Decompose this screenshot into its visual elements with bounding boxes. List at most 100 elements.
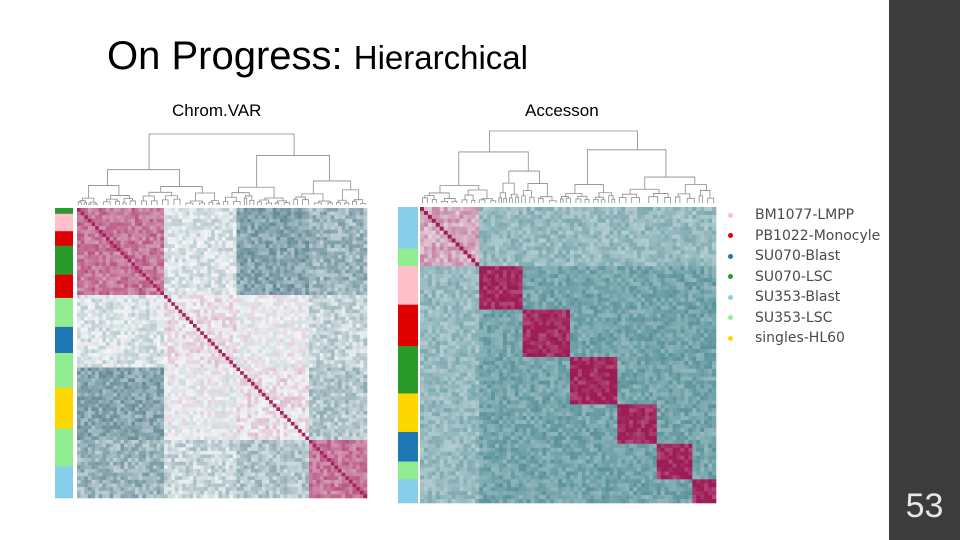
heatmap-cell [236, 371, 241, 376]
heatmap-cell [153, 313, 158, 318]
heatmap-cell [84, 382, 89, 386]
heatmap-cell [160, 367, 165, 372]
heatmap-cell [203, 298, 208, 303]
heatmap-cell [348, 349, 353, 354]
heatmap-cell [138, 327, 143, 332]
heatmap-cell [124, 298, 129, 303]
heatmap-cell [124, 211, 129, 216]
heatmap-cell [149, 211, 154, 216]
heatmap-cell [232, 324, 237, 328]
heatmap-cell [149, 280, 154, 285]
heatmap-cell [84, 298, 89, 303]
heatmap-cell [167, 421, 172, 426]
heatmap-cell [334, 237, 339, 241]
heatmap-cell [185, 371, 190, 376]
heatmap-cell [341, 229, 346, 234]
heatmap-cell [178, 226, 183, 231]
heatmap-cell [254, 273, 259, 278]
heatmap-cell [171, 244, 176, 249]
heatmap-cell [214, 313, 219, 318]
heatmap-cell [142, 244, 147, 249]
heatmap-cell [80, 266, 85, 270]
heatmap-cell [138, 349, 143, 354]
heatmap-cell [258, 313, 263, 318]
heatmap-cell [87, 363, 92, 368]
heatmap-cell [218, 327, 223, 332]
heatmap-cell [102, 389, 107, 394]
heatmap-cell [309, 247, 313, 252]
heatmap-cell [178, 302, 183, 307]
heatmap-cell [276, 338, 281, 343]
heatmap-cell [145, 349, 150, 354]
heatmap-cell [182, 211, 187, 216]
heatmap-cell [330, 284, 335, 289]
heatmap-cell [98, 342, 103, 347]
heatmap-cell [189, 208, 194, 212]
heatmap-cell [345, 334, 350, 339]
heatmap-cell [200, 320, 205, 325]
heatmap-cell [127, 389, 132, 394]
heatmap-cell [222, 262, 226, 267]
heatmap-cell [196, 411, 201, 415]
heatmap-cell [127, 240, 132, 245]
heatmap-cell [272, 233, 277, 238]
heatmap-cell [109, 421, 114, 426]
heatmap-cell [330, 360, 335, 365]
heatmap-cell [113, 360, 118, 365]
heatmap-cell [189, 353, 194, 357]
heatmap-cell [95, 255, 100, 260]
heatmap-cell [258, 356, 263, 361]
dendrogram-link [257, 201, 262, 203]
heatmap-cell [149, 247, 154, 252]
heatmap-cell [203, 356, 208, 361]
heatmap-cell [352, 353, 357, 357]
heatmap-cell [298, 382, 303, 386]
heatmap-cell [87, 367, 92, 372]
heatmap-cell [232, 411, 237, 415]
heatmap-cell [229, 338, 234, 343]
heatmap-cell [363, 215, 368, 220]
heatmap-cell [218, 255, 223, 260]
heatmap-cell [236, 258, 241, 263]
heatmap-cell [98, 215, 103, 220]
heatmap-cell [236, 255, 241, 260]
heatmap-cell [160, 403, 165, 408]
heatmap-cell [174, 418, 179, 423]
heatmap-cell [142, 382, 147, 386]
heatmap-cell [352, 403, 357, 408]
heatmap-cell [352, 349, 357, 354]
heatmap-cell [95, 342, 100, 347]
heatmap-cell [193, 414, 197, 419]
heatmap-cell [269, 331, 274, 336]
heatmap-cell [265, 421, 270, 426]
heatmap-cell [272, 313, 277, 318]
heatmap-cell [254, 407, 259, 412]
heatmap-cell [269, 218, 274, 223]
heatmap-cell [323, 385, 328, 390]
heatmap-cell [243, 356, 248, 361]
heatmap-cell [294, 400, 299, 405]
heatmap-cell [145, 400, 150, 405]
heatmap-cell [77, 280, 81, 285]
heatmap-cell [189, 302, 194, 307]
heatmap-cell [98, 305, 103, 310]
heatmap-cell [305, 313, 310, 318]
heatmap-cell [196, 211, 201, 216]
heatmap-cell [240, 305, 245, 310]
heatmap-cell [200, 418, 205, 423]
heatmap-cell [345, 418, 350, 423]
dendrogram-link [265, 202, 272, 204]
heatmap-cell [276, 302, 281, 307]
heatmap-cell [91, 356, 96, 361]
heatmap-cell [327, 247, 332, 252]
heatmap-cell [222, 255, 226, 260]
heatmap-cell [269, 411, 274, 415]
heatmap-cell [316, 407, 321, 412]
heatmap-cell [98, 237, 103, 241]
heatmap-cell [127, 276, 132, 281]
heatmap-cell [243, 255, 248, 260]
heatmap-cell [138, 295, 143, 299]
heatmap-cell [236, 411, 241, 415]
heatmap-cell [363, 324, 368, 328]
heatmap-cell [124, 291, 129, 296]
